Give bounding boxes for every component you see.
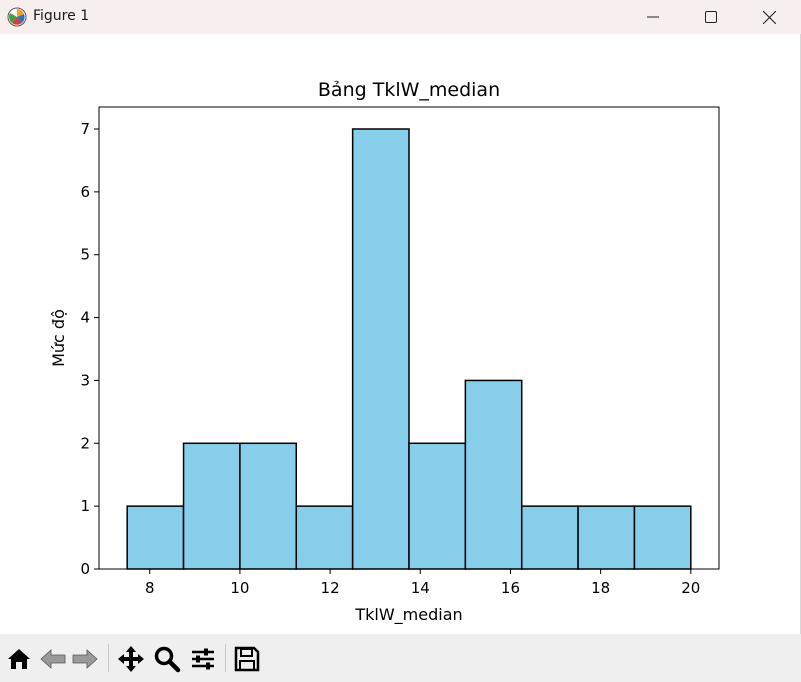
histogram-bar (351, 128, 410, 570)
back-arrow-icon (40, 649, 66, 669)
x-axis-label: TklW_median (354, 605, 462, 625)
histogram-bar (464, 379, 523, 570)
histogram-bar (520, 505, 579, 570)
close-icon (762, 10, 776, 24)
navigation-toolbar (0, 634, 801, 682)
minimize-icon (647, 16, 659, 18)
axes-frame (98, 106, 720, 570)
forward-arrow-icon (72, 649, 98, 669)
minimize-button[interactable] (624, 0, 682, 34)
forward-button[interactable] (70, 644, 100, 674)
histogram-bar (577, 505, 636, 570)
histogram-bar (633, 505, 692, 570)
pan-move-icon (118, 646, 144, 672)
save-floppy-icon (234, 646, 260, 672)
home-icon (8, 649, 30, 669)
y-tick-label: 7 (80, 120, 90, 138)
y-tick-label: 2 (80, 434, 90, 452)
maximize-button[interactable] (682, 0, 740, 34)
zoom-magnifier-icon (154, 646, 181, 673)
maximize-icon (705, 11, 717, 23)
toolbar-separator (108, 644, 109, 672)
histogram-bar (408, 442, 467, 570)
histogram-bar (126, 505, 185, 570)
y-tick-label: 0 (80, 560, 90, 578)
toolbar-separator (225, 644, 226, 672)
window-title: Figure 1 (33, 8, 90, 24)
close-button[interactable] (740, 0, 798, 34)
x-tick-label: 12 (321, 579, 340, 597)
home-button[interactable] (4, 644, 34, 674)
configure-subplots-icon (192, 648, 214, 670)
y-tick-label: 1 (80, 497, 90, 515)
chart-title: Bảng TklW_median (318, 79, 500, 101)
y-tick-label: 4 (80, 309, 90, 327)
histogram-bar (182, 442, 241, 570)
matplotlib-logo-icon (7, 7, 27, 27)
pan-button[interactable] (116, 644, 146, 674)
x-tick-label: 18 (591, 579, 610, 597)
x-tick-label: 20 (681, 579, 700, 597)
histogram-bar (239, 442, 298, 570)
x-tick-label: 8 (145, 579, 155, 597)
y-axis-label: Mức độ (49, 309, 68, 367)
histogram-chart: Bảng TklW_median 8 10 12 14 16 18 20 01234567 … (49, 79, 720, 625)
window-titlebar: Figure 1 (0, 0, 801, 34)
configure-subplots-button[interactable] (188, 644, 218, 674)
back-button[interactable] (38, 644, 68, 674)
y-tick-label: 6 (80, 183, 90, 201)
x-tick-label: 16 (501, 579, 520, 597)
zoom-button[interactable] (152, 644, 182, 674)
x-tick-label: 10 (230, 579, 249, 597)
histogram-bar (295, 505, 354, 570)
save-button[interactable] (232, 644, 262, 674)
y-tick-label: 5 (80, 246, 90, 264)
y-tick-label: 3 (80, 371, 90, 389)
x-tick-label: 14 (411, 579, 430, 597)
